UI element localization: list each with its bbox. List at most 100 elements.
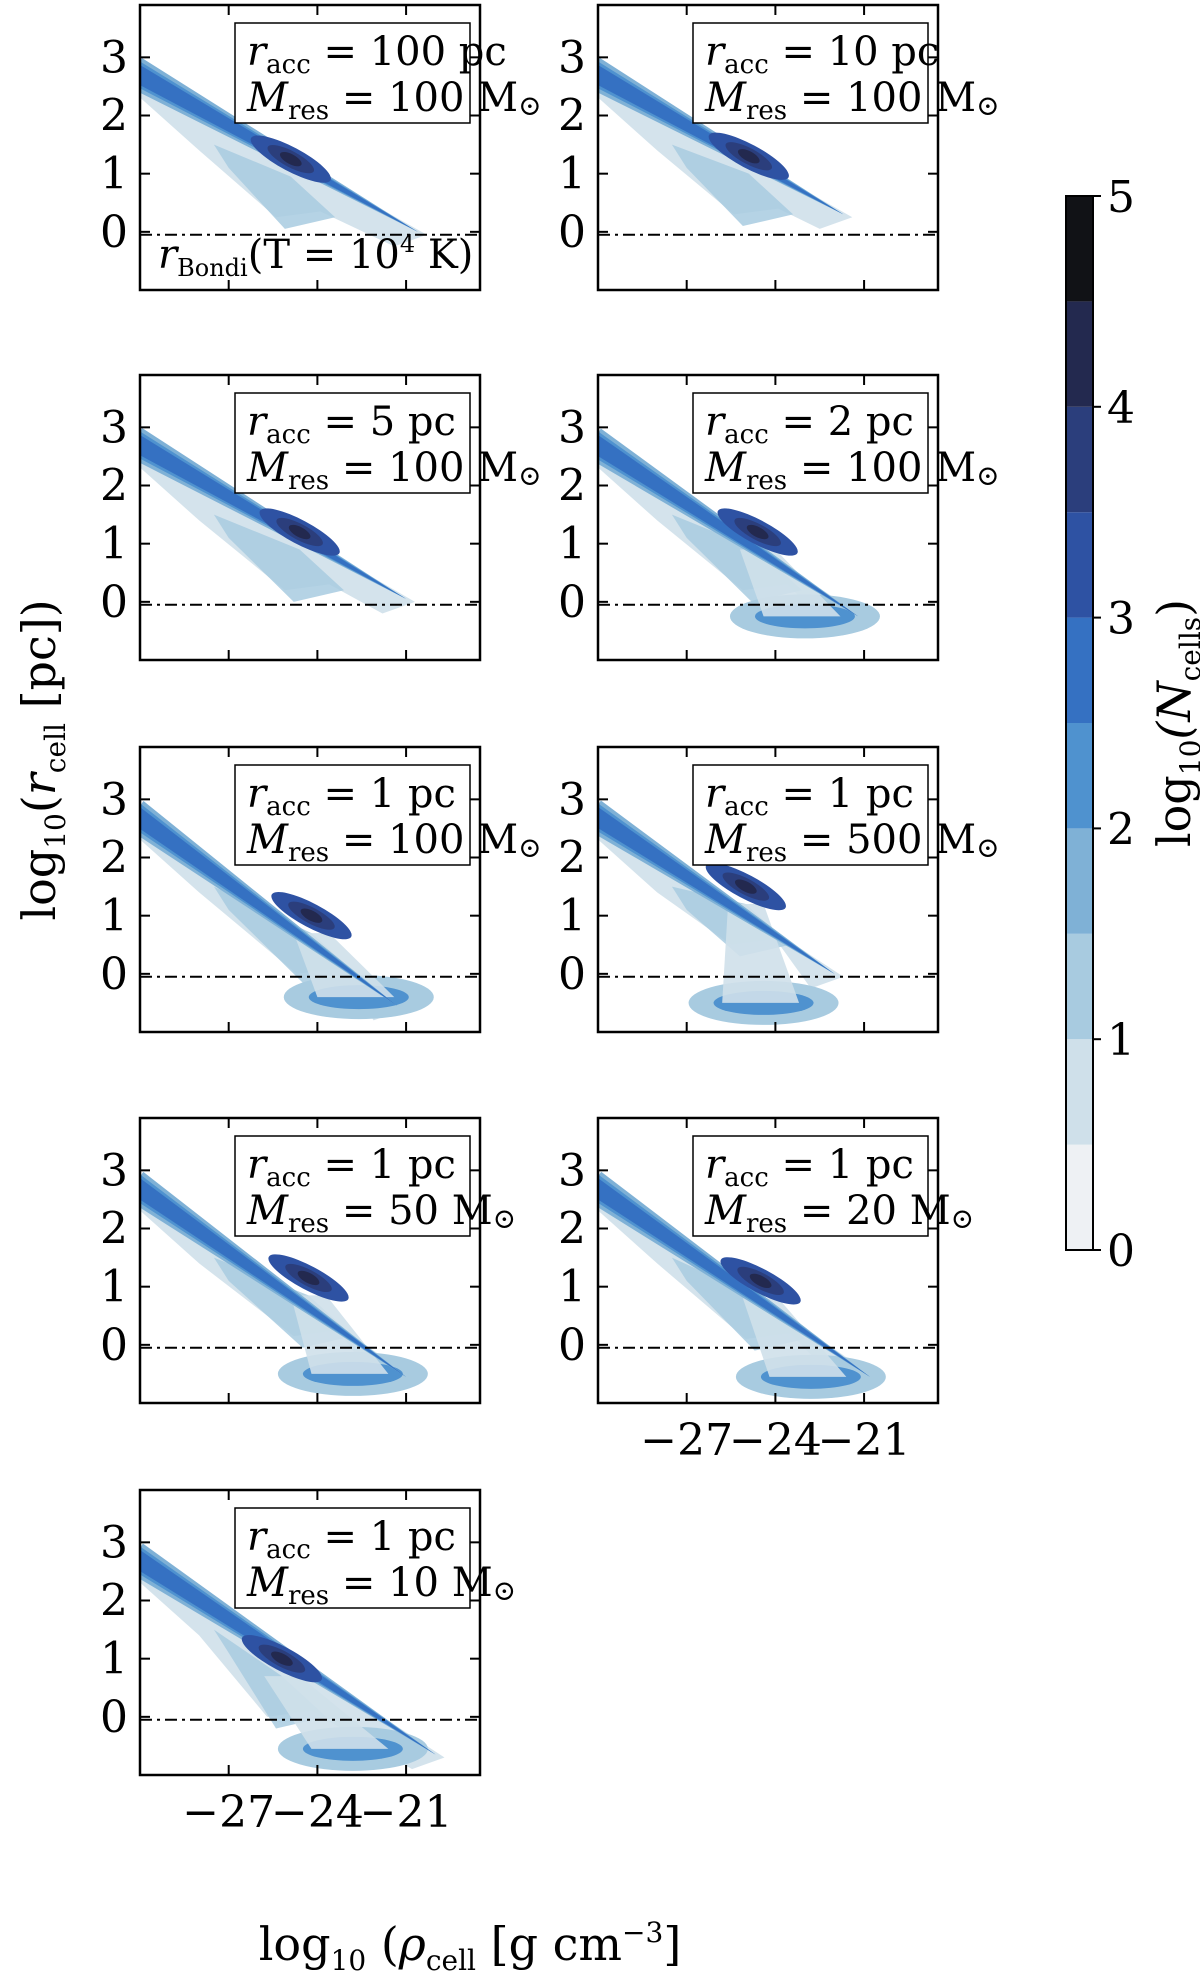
m-res-label: Mres = 20 M⊙ — [704, 1188, 974, 1239]
m-res-label: Mres = 100 M⊙ — [246, 445, 542, 496]
peak-level-4 — [746, 524, 769, 540]
ytick-label: 3 — [558, 402, 586, 453]
ytick-label: 3 — [558, 774, 586, 825]
ytick-label: 0 — [100, 577, 128, 628]
peak-level-4 — [749, 1273, 772, 1289]
contour-level-1 — [213, 514, 344, 602]
contour-level-1 — [213, 144, 336, 229]
colorbar-label: log10(Ncells) — [1147, 599, 1200, 847]
band-level-2.5 — [598, 807, 835, 974]
parameter-box — [234, 1135, 471, 1237]
band-level-2.5 — [140, 807, 398, 1006]
r-acc-label: racc = 1 pc — [705, 771, 914, 822]
parameter-box — [692, 1135, 929, 1237]
r-acc-label: racc = 5 pc — [247, 399, 456, 450]
xtick-label: −24 — [729, 1415, 822, 1466]
colorbar-segment — [1066, 933, 1093, 1040]
peak-level-4 — [271, 1651, 293, 1666]
ytick-label: 2 — [100, 91, 128, 142]
ytick-label: 0 — [558, 207, 586, 258]
parameter-box — [692, 22, 929, 124]
peak-level-4 — [737, 149, 760, 164]
peak-level-4 — [288, 524, 311, 540]
colorbar-segment — [1066, 1144, 1093, 1250]
ytick-label: 0 — [100, 1692, 128, 1743]
parameter-box — [234, 764, 471, 866]
y-axis-label: log10(rcell [pc]) — [12, 599, 72, 920]
ytick-label: 3 — [100, 774, 128, 825]
band-level-2 — [140, 804, 398, 1006]
m-res-label: Mres = 100 M⊙ — [704, 445, 1000, 496]
parameter-box — [692, 392, 929, 494]
colorbar-tick-label: 0 — [1107, 1226, 1135, 1277]
band-level-2.5 — [140, 64, 418, 232]
panel-frame — [138, 745, 482, 1034]
panel-frame — [138, 373, 482, 662]
m-res-label: Mres = 100 M⊙ — [246, 817, 542, 868]
r-acc-label: racc = 1 pc — [247, 771, 456, 822]
colorbar-segment — [1066, 512, 1093, 618]
r-acc-label: racc = 2 pc — [705, 399, 914, 450]
xtick-label: −21 — [360, 1787, 453, 1838]
density-contours — [598, 800, 844, 1025]
bondi-label: rBondi(T = 104 K) — [158, 230, 473, 282]
r-acc-label: racc = 1 pc — [247, 1514, 456, 1565]
ytick-label: 0 — [558, 1320, 586, 1371]
xtick-label: −21 — [818, 1415, 911, 1466]
band-level-1.5 — [598, 800, 835, 974]
parameter-box — [234, 22, 471, 124]
ytick-label: 2 — [558, 461, 586, 512]
panel-frame — [138, 3, 482, 292]
parameter-box — [692, 764, 929, 866]
low-lobe-bridge — [722, 904, 800, 1003]
ytick-label: 0 — [558, 577, 586, 628]
colorbar-tick-label: 1 — [1107, 1015, 1135, 1066]
ytick-label: 2 — [558, 91, 586, 142]
xtick-label: −24 — [271, 1787, 364, 1838]
contour-level-1 — [671, 144, 794, 227]
colorbar-tick-label: 5 — [1107, 172, 1135, 223]
ytick-label: 2 — [100, 1204, 128, 1255]
m-res-label: Mres = 100 M⊙ — [704, 75, 1000, 126]
r-acc-label: racc = 1 pc — [247, 1142, 456, 1193]
ytick-label: 1 — [100, 891, 128, 942]
panel-frame — [138, 1488, 482, 1777]
panel-frame — [596, 745, 940, 1034]
ytick-label: 1 — [558, 519, 586, 570]
density-contours — [140, 800, 434, 1021]
peak-level-4 — [279, 151, 302, 167]
panel-frame — [596, 1116, 940, 1405]
ytick-label: 1 — [558, 149, 586, 200]
ytick-label: 3 — [100, 1145, 128, 1196]
colorbar-tick-label: 4 — [1107, 383, 1135, 434]
ytick-label: 3 — [100, 32, 128, 83]
m-res-label: Mres = 500 M⊙ — [704, 817, 1000, 868]
ytick-label: 2 — [558, 1204, 586, 1255]
peak-level-4 — [297, 1270, 320, 1286]
density-contours — [140, 1543, 445, 1771]
colorbar-frame — [1065, 195, 1094, 1251]
density-contours — [140, 428, 415, 614]
peak-level-4 — [734, 879, 757, 894]
density-contours — [140, 57, 427, 247]
ytick-label: 1 — [100, 149, 128, 200]
colorbar-segment — [1066, 723, 1093, 829]
density-contours — [140, 1171, 428, 1396]
density-contours — [598, 1171, 886, 1399]
ytick-label: 3 — [558, 32, 586, 83]
band-level-1.5 — [140, 800, 398, 1006]
density-contours — [598, 428, 880, 639]
low-lobe-bridge — [264, 1676, 389, 1749]
xtick-label: −27 — [640, 1415, 733, 1466]
ytick-label: 2 — [100, 1576, 128, 1627]
